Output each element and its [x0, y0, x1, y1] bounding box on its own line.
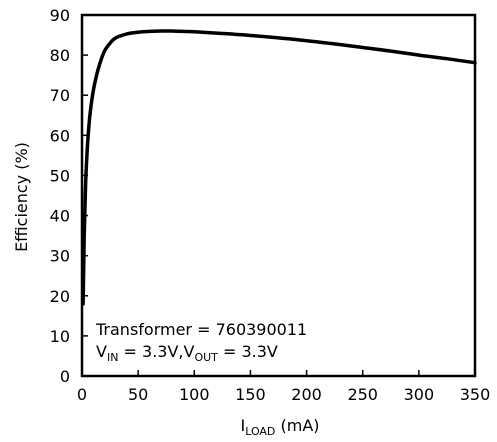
annotation-background [88, 318, 312, 366]
x-axis-title-subscript: LOAD [245, 425, 275, 438]
annotation-vin-value: = 3.3V, [118, 342, 183, 361]
efficiency-series-line [81, 29, 477, 306]
x-axis-title-unit: (mA) [275, 416, 319, 435]
y-tick-label: 50 [50, 166, 70, 185]
y-tick-label: 10 [50, 327, 70, 346]
annotation-vin-subscript: IN [107, 351, 118, 364]
x-tick-label: 150 [235, 385, 266, 404]
y-axis-tick-labels: 0 10 20 30 40 50 60 70 80 90 [50, 6, 70, 386]
y-tick-label: 90 [50, 6, 70, 25]
x-tick-label: 200 [291, 385, 322, 404]
y-tick-label: 0 [60, 367, 70, 386]
x-axis-tick-labels: 0 50 100 150 200 250 300 350 [77, 385, 490, 404]
x-tick-label: 0 [77, 385, 87, 404]
x-tick-label: 300 [404, 385, 435, 404]
annotation-line-1: Transformer = 760390011 [95, 320, 307, 339]
y-tick-label: 40 [50, 207, 70, 226]
y-tick-label: 30 [50, 247, 70, 266]
x-tick-label: 50 [128, 385, 148, 404]
plot-frame [80, 13, 477, 378]
x-axis-title: ILOAD (mA) [240, 416, 319, 438]
y-tick-label: 20 [50, 287, 70, 306]
annotation-vout-value: = 3.3V [218, 342, 278, 361]
annotation-vin-main: V [96, 342, 107, 361]
x-axis-title-main: I [240, 416, 245, 435]
x-tick-label: 100 [179, 385, 210, 404]
annotation-vout-main: V [184, 342, 195, 361]
y-axis-title: Efficiency (%) [12, 142, 31, 252]
x-tick-label: 350 [460, 385, 491, 404]
annotation-vout-subscript: OUT [194, 351, 218, 364]
x-tick-label: 250 [347, 385, 378, 404]
y-tick-label: 70 [50, 86, 70, 105]
annotation-line-2: VIN = 3.3V,VOUT = 3.3V [96, 342, 278, 364]
y-tick-label: 60 [50, 126, 70, 145]
y-tick-label: 80 [50, 46, 70, 65]
